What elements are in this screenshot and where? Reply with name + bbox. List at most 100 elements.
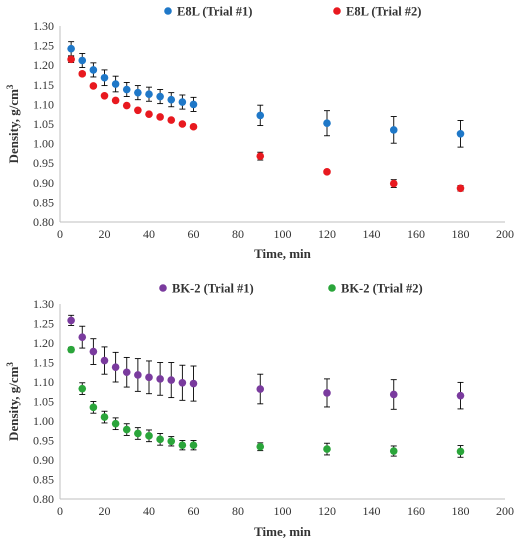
x-tick-label: 40 (143, 227, 155, 241)
data-point (256, 385, 265, 393)
x-tick-label: 80 (232, 504, 244, 518)
data-point (145, 432, 153, 440)
y-tick-label: 1.10 (33, 375, 54, 389)
data-point (167, 116, 176, 124)
data-point (256, 111, 265, 120)
chart-panel-1: 0.80 0.85 0.90 0.95 1.00 1.05 1.10 1.15 1.20 1.25… (5, 5, 514, 262)
data-point (78, 384, 87, 393)
x-tick-label: 200 (496, 227, 514, 241)
x-tick-label: 60 (188, 504, 200, 518)
x-tick-label: 0 (57, 504, 63, 518)
legend-label: BK-2 (Trial #1) (172, 282, 254, 296)
data-point (100, 91, 109, 100)
legend-label: E8L (Trial #2) (346, 5, 421, 19)
data-point (178, 120, 187, 128)
y-tick-label: 0.90 (33, 453, 54, 467)
data-point (122, 101, 131, 110)
data-point (78, 333, 87, 341)
y-tick-label: 0.80 (33, 215, 54, 229)
data-point (67, 55, 75, 64)
legend-marker (333, 7, 341, 15)
legend-label: E8L (Trial #1) (177, 5, 252, 19)
data-point (178, 378, 187, 387)
x-tick-label: 180 (452, 227, 470, 241)
data-point (189, 100, 198, 109)
data-point (145, 373, 153, 382)
data-point (456, 184, 465, 193)
series-2 (67, 55, 465, 193)
x-tick-label: 100 (274, 227, 292, 241)
data-point (100, 73, 109, 82)
chart-panel-2: 0.80 0.85 0.90 0.95 1.00 1.05 1.10 1.15 1.20 1.25… (5, 282, 514, 540)
y-tick-label: 1.00 (33, 414, 54, 428)
y-tick-label: 1.20 (33, 58, 54, 72)
series-1 (67, 314, 465, 410)
data-point (145, 90, 153, 99)
data-point (134, 88, 142, 97)
data-point (323, 168, 331, 176)
x-tick-label: 120 (318, 504, 336, 518)
data-point (89, 403, 98, 412)
data-point (167, 376, 176, 384)
series-1 (67, 41, 465, 148)
x-tick-label: 120 (318, 227, 336, 241)
data-point (134, 429, 142, 438)
data-point (323, 119, 331, 128)
data-point (134, 106, 142, 115)
x-tick-label: 60 (188, 227, 200, 241)
data-point (189, 379, 198, 388)
legend-marker (164, 7, 172, 15)
data-point (145, 110, 153, 118)
y-axis-title: Density, g/cm3 (5, 84, 21, 163)
x-tick-label: 100 (274, 504, 292, 518)
data-point (323, 445, 331, 453)
data-point (389, 447, 398, 455)
data-point (111, 419, 120, 428)
data-point (122, 368, 131, 377)
data-point (89, 66, 98, 74)
data-point (178, 441, 187, 449)
data-point (111, 80, 120, 88)
data-point (111, 96, 120, 105)
y-tick-label: 0.95 (33, 156, 54, 170)
data-point (89, 82, 98, 90)
data-point (67, 316, 75, 325)
y-tick-label: 1.10 (33, 97, 54, 111)
data-point (134, 371, 142, 379)
data-point (67, 44, 75, 53)
x-tick-label: 200 (496, 504, 514, 518)
data-point (389, 179, 398, 188)
data-point (323, 389, 331, 397)
data-point (456, 447, 465, 456)
data-point (100, 356, 109, 365)
x-tick-label: 80 (232, 227, 244, 241)
data-point (389, 390, 398, 399)
x-tick-label: 140 (363, 504, 381, 518)
y-tick-label: 0.80 (33, 492, 54, 506)
data-point (156, 435, 164, 444)
x-tick-label: 20 (99, 227, 111, 241)
data-point (189, 122, 198, 131)
x-tick-label: 140 (363, 227, 381, 241)
data-point (67, 345, 75, 354)
data-point (122, 425, 131, 434)
legend-label: BK-2 (Trial #2) (341, 282, 423, 296)
data-point (456, 391, 465, 400)
y-tick-label: 0.95 (33, 434, 54, 448)
x-tick-label: 160 (407, 504, 425, 518)
y-tick-label: 1.20 (33, 336, 54, 350)
data-point (156, 375, 164, 383)
y-tick-label: 1.00 (33, 137, 54, 151)
y-tick-label: 0.85 (33, 195, 54, 209)
y-tick-label: 1.05 (33, 117, 54, 131)
y-tick-label: 0.85 (33, 473, 54, 487)
legend-marker (159, 284, 167, 292)
x-tick-label: 0 (57, 227, 63, 241)
data-point (256, 152, 265, 160)
x-axis-title: Time, min (254, 524, 312, 539)
y-tick-label: 1.25 (33, 317, 54, 331)
data-point (78, 70, 87, 78)
data-point (156, 113, 164, 121)
y-tick-label: 0.90 (33, 176, 54, 190)
